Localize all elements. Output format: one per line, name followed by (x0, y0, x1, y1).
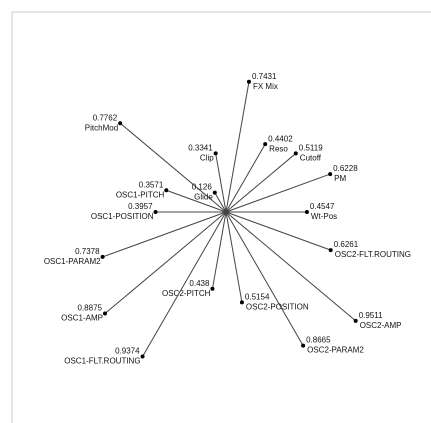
point (140, 354, 145, 359)
param-label: OSC2-PARAM2 (307, 346, 364, 355)
spoke (214, 192, 227, 213)
point (304, 210, 309, 214)
param-label: Reso (269, 144, 288, 153)
spoke (225, 143, 266, 213)
spoke (225, 173, 331, 213)
point (353, 318, 358, 323)
value-label: 0.3957 (128, 202, 153, 211)
point (328, 248, 333, 253)
param-label: Clip (200, 154, 214, 163)
point (239, 300, 244, 305)
param-label: PitchMod (85, 123, 118, 132)
param-label: OSC2-POSITION (246, 302, 309, 311)
param-label: OSC2-AMP (360, 321, 402, 330)
point (118, 121, 123, 126)
spoke (166, 189, 227, 213)
value-label: 0.126 (192, 183, 213, 192)
spoke (211, 211, 227, 289)
value-label: 0.7431 (252, 72, 277, 81)
value-label: 0.6228 (333, 164, 358, 173)
point (213, 151, 218, 156)
value-label: 0.9374 (115, 347, 140, 356)
point (212, 190, 217, 195)
spoke (225, 81, 250, 213)
spoke (225, 211, 243, 303)
spoke (119, 122, 227, 213)
param-label: Wt-Pos (311, 212, 337, 221)
value-label: 0.9511 (359, 311, 383, 320)
spoke (225, 153, 297, 213)
spoke (225, 211, 357, 322)
point (328, 172, 333, 177)
param-label: FX Mix (253, 82, 278, 91)
spoke (225, 211, 304, 346)
point (102, 311, 107, 316)
value-label: 0.5154 (245, 292, 270, 301)
param-label: OSC2-FLT.ROUTING (335, 250, 411, 259)
point (153, 210, 158, 214)
value-label: 0.438 (189, 279, 210, 288)
value-label: 0.7762 (93, 113, 118, 122)
param-label: PM (334, 174, 346, 183)
param-label: OSC1-POSITION (91, 212, 154, 221)
spoke (225, 211, 331, 251)
value-label: 0.8665 (306, 336, 331, 345)
point (246, 79, 251, 84)
value-label: 0.5119 (299, 144, 323, 153)
value-label: 0.3341 (188, 144, 213, 153)
param-label: OSC1-PITCH (116, 190, 165, 199)
value-label: 0.8875 (78, 304, 103, 313)
spoke (215, 153, 227, 213)
value-label: 0.3571 (139, 180, 164, 189)
param-label: Glide (194, 193, 213, 202)
value-label: 0.4402 (268, 134, 293, 143)
point (301, 343, 306, 348)
value-label: 0.4547 (310, 202, 335, 211)
point (210, 286, 215, 291)
point (164, 188, 169, 193)
param-label: OSC1-AMP (61, 314, 103, 323)
point (293, 151, 298, 156)
param-label: Cutoff (300, 154, 322, 163)
spoke (102, 211, 227, 258)
param-label: OSC1-FLT.ROUTING (64, 357, 140, 366)
value-label: 0.6261 (334, 240, 359, 249)
param-label: OSC2-PITCH (162, 289, 211, 298)
param-label: OSC1-PARAM2 (44, 257, 101, 266)
spoke (142, 211, 227, 357)
value-label: 0.7378 (75, 247, 100, 256)
point (100, 254, 105, 259)
point (263, 142, 268, 147)
spoke (104, 211, 227, 314)
